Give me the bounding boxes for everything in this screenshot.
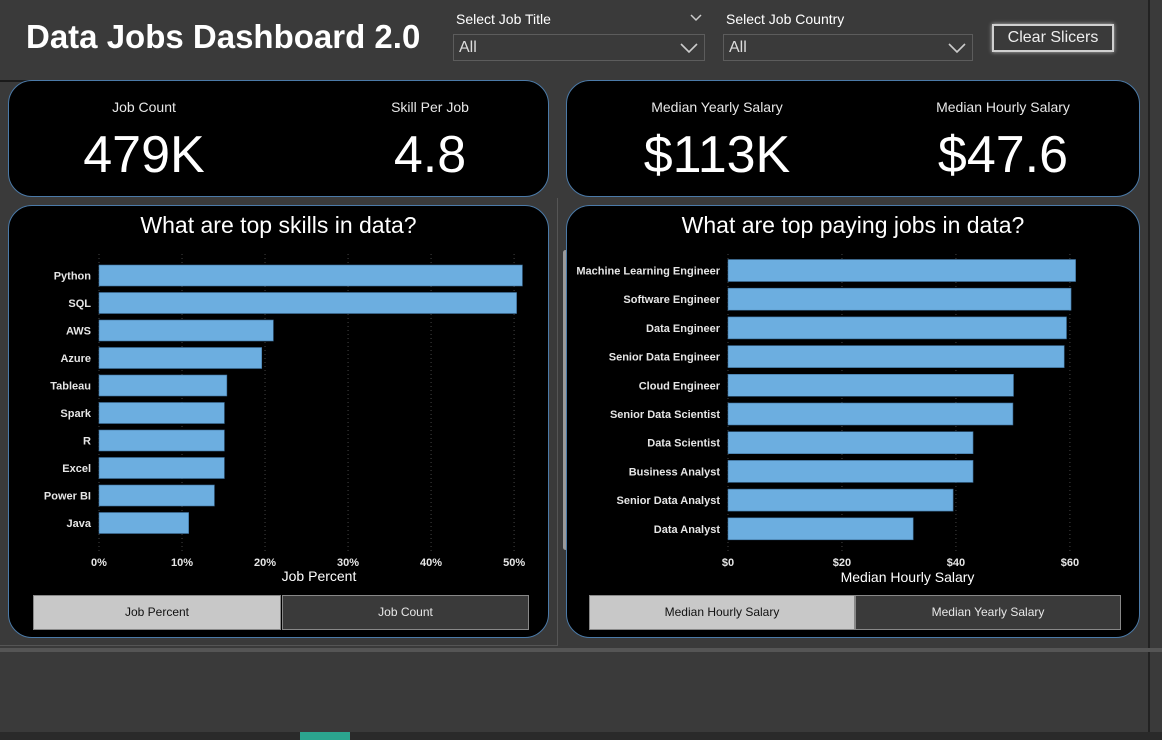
job-percent-toggle-button[interactable]: Job Percent: [33, 595, 281, 630]
top-paying-jobs-chart: $0 $20 $40 $60 Machine Learning Engineer Soft…: [576, 254, 1079, 585]
skill-per-job-value: 4.8: [393, 126, 467, 184]
x-tick-label: 30%: [337, 557, 359, 569]
skill-bar[interactable]: [98, 292, 517, 314]
skill-bar[interactable]: [98, 319, 274, 342]
top-paying-jobs-chart-title: What are top paying jobs in data?: [681, 212, 1025, 238]
chevron-down-icon[interactable]: [690, 12, 702, 24]
job-title-selected-value: All: [459, 39, 477, 56]
job-count-toggle-button[interactable]: Job Count: [282, 595, 529, 630]
x-tick-label: 50%: [503, 557, 525, 569]
x-axis-title: Median Hourly Salary: [841, 569, 975, 585]
job-salary-bar[interactable]: [727, 345, 1065, 368]
median-hourly-salary-label: Median Hourly Salary: [936, 99, 1070, 115]
job-salary-bar[interactable]: [727, 374, 1014, 397]
median-hourly-salary-value: $47.6: [937, 126, 1069, 184]
job-salary-bar[interactable]: [727, 316, 1067, 340]
y-category-label: Machine Learning Engineer: [576, 266, 720, 278]
kpi-card-salary: Median Yearly Salary $113K Median Hourly…: [566, 80, 1140, 197]
x-tick-label: 10%: [171, 557, 193, 569]
x-tick-label: $0: [722, 557, 734, 569]
skill-bar[interactable]: [98, 374, 228, 397]
active-page-tab[interactable]: [300, 732, 350, 740]
y-category-label: Data Scientist: [647, 438, 720, 450]
canvas-bottom-border: [0, 648, 1162, 652]
skill-bar[interactable]: [98, 264, 523, 287]
skill-bar[interactable]: [98, 402, 225, 424]
top-skills-chart: 0% 10% 20% 30% 40% 50% Python SQL AWS Azure Tablea…: [44, 254, 525, 584]
x-tick-label: 20%: [254, 557, 276, 569]
y-category-label: AWS: [66, 326, 91, 338]
chevron-down-icon: [680, 43, 698, 54]
skill-bar[interactable]: [98, 457, 225, 479]
y-category-label: Spark: [60, 408, 91, 420]
kpi-card-jobs: Job Count 479K Skill Per Job 4.8: [8, 80, 549, 197]
median-yearly-salary-value: $113K: [643, 126, 791, 184]
job-title-dropdown[interactable]: All: [453, 34, 705, 61]
y-category-label: Cloud Engineer: [639, 380, 721, 392]
y-category-label: Azure: [60, 353, 91, 365]
page-tabs-bar: [0, 732, 1162, 740]
median-yearly-salary-toggle-button[interactable]: Median Yearly Salary: [855, 595, 1121, 630]
job-count-label: Job Count: [112, 99, 176, 115]
y-category-label: Tableau: [50, 381, 91, 393]
y-category-label: Senior Data Scientist: [610, 409, 720, 421]
job-salary-bar[interactable]: [727, 488, 954, 512]
job-salary-bar[interactable]: [727, 259, 1076, 282]
job-salary-bar[interactable]: [727, 431, 974, 454]
x-tick-label: 0%: [91, 557, 107, 569]
y-category-label: Excel: [62, 463, 91, 475]
chevron-down-icon: [948, 43, 966, 54]
x-tick-label: $40: [947, 557, 965, 569]
job-salary-bar[interactable]: [727, 460, 974, 483]
top-skills-chart-card: What are top skills in data? 0% 10% 20% 30%…: [8, 205, 549, 638]
median-hourly-salary-toggle-button[interactable]: Median Hourly Salary: [589, 595, 855, 630]
clear-slicers-button[interactable]: Clear Slicers: [992, 24, 1114, 52]
job-salary-bar[interactable]: [727, 517, 914, 541]
x-axis-title: Job Percent: [282, 568, 357, 584]
window-edge: [1148, 0, 1150, 740]
job-title-slicer-label: Select Job Title: [456, 11, 551, 27]
y-category-label: Business Analyst: [629, 466, 721, 478]
job-country-dropdown[interactable]: All: [723, 34, 973, 61]
x-tick-label: $20: [833, 557, 851, 569]
scrollbar[interactable]: [563, 250, 568, 550]
skill-bar[interactable]: [98, 484, 215, 507]
y-category-label: Data Engineer: [646, 323, 721, 335]
x-tick-label: 40%: [420, 557, 442, 569]
y-category-label: Software Engineer: [623, 294, 720, 306]
y-category-label: Power BI: [44, 491, 91, 503]
job-salary-bar[interactable]: [727, 287, 1072, 311]
y-category-label: Java: [67, 518, 92, 530]
skill-bar[interactable]: [98, 429, 225, 452]
page-title: Data Jobs Dashboard 2.0: [26, 18, 421, 55]
y-category-label: Senior Data Engineer: [609, 352, 721, 364]
job-country-slicer-label: Select Job Country: [726, 11, 845, 27]
visual-frame: [0, 198, 558, 646]
y-category-label: SQL: [68, 298, 91, 310]
skill-bar[interactable]: [98, 347, 263, 369]
job-country-selected-value: All: [729, 39, 747, 56]
skill-per-job-label: Skill Per Job: [391, 99, 469, 115]
y-category-label: R: [83, 436, 91, 448]
y-category-label: Python: [54, 271, 92, 283]
job-salary-bar[interactable]: [727, 402, 1014, 426]
job-count-value: 479K: [83, 126, 205, 184]
y-category-label: Data Analyst: [654, 524, 721, 536]
x-tick-label: $60: [1061, 557, 1079, 569]
y-category-label: Senior Data Analyst: [616, 495, 720, 507]
skill-bar[interactable]: [98, 512, 189, 534]
median-yearly-salary-label: Median Yearly Salary: [651, 99, 783, 115]
top-skills-chart-title: What are top skills in data?: [140, 212, 417, 238]
top-paying-jobs-chart-card: What are top paying jobs in data? $0 $20 $…: [566, 205, 1140, 638]
